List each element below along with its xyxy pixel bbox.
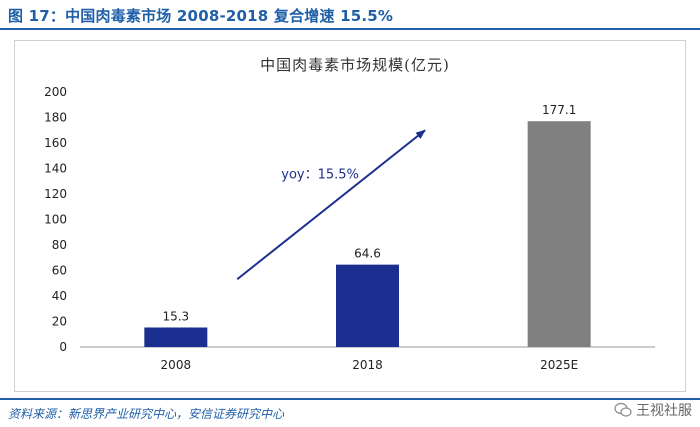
x-tick-label: 2008 [161, 358, 192, 372]
y-tick-label: 20 [52, 315, 67, 329]
x-tick-label: 2025E [540, 358, 578, 372]
data-label: 15.3 [162, 309, 189, 323]
chart-panel: 中国肉毒素市场规模(亿元) 0 20 40 60 80 100 120 140 160 180 20… [14, 40, 686, 392]
bar-chart: 中国肉毒素市场规模(亿元) 0 20 40 60 80 100 120 140 160 180 20… [44, 56, 655, 372]
bar-2025E [527, 121, 591, 347]
watermark-text: 王视社服 [636, 403, 692, 419]
wechat-icon [614, 402, 632, 417]
data-label: 177.1 [542, 103, 576, 117]
figure-title: 图 17：中国肉毒素市场 2008-2018 复合增速 15.5% [8, 7, 394, 25]
y-tick-label: 80 [52, 238, 67, 252]
source-divider [0, 398, 700, 400]
bar-2018 [336, 264, 399, 347]
trend-annotation: yoy：15.5% [281, 168, 359, 183]
y-tick-label: 200 [44, 85, 67, 99]
trend-arrow [236, 129, 426, 281]
y-tick-label: 100 [44, 213, 67, 227]
y-tick-label: 160 [44, 136, 67, 150]
watermark: 王视社服 [614, 399, 692, 421]
figure-header: 图 17：中国肉毒素市场 2008-2018 复合增速 15.5% [0, 0, 700, 30]
x-tick-label: 2018 [352, 358, 383, 372]
bars: 15.3 64.6 177.1 [144, 103, 591, 347]
y-axis-ticks: 0 20 40 60 80 100 120 140 160 180 200 [44, 85, 67, 354]
source-note: 资料来源：新思界产业研究中心，安信证券研究中心 [8, 407, 285, 421]
x-axis-ticks: 2008 2018 2025E [161, 358, 579, 372]
y-tick-label: 60 [52, 264, 67, 278]
y-tick-label: 180 [44, 111, 67, 125]
y-tick-label: 120 [44, 187, 67, 201]
y-tick-label: 140 [44, 162, 67, 176]
bar-2008 [144, 327, 208, 347]
y-tick-label: 0 [59, 340, 67, 354]
chart-title: 中国肉毒素市场规模(亿元) [260, 56, 450, 74]
y-tick-label: 40 [52, 289, 67, 303]
data-label: 64.6 [354, 247, 381, 261]
